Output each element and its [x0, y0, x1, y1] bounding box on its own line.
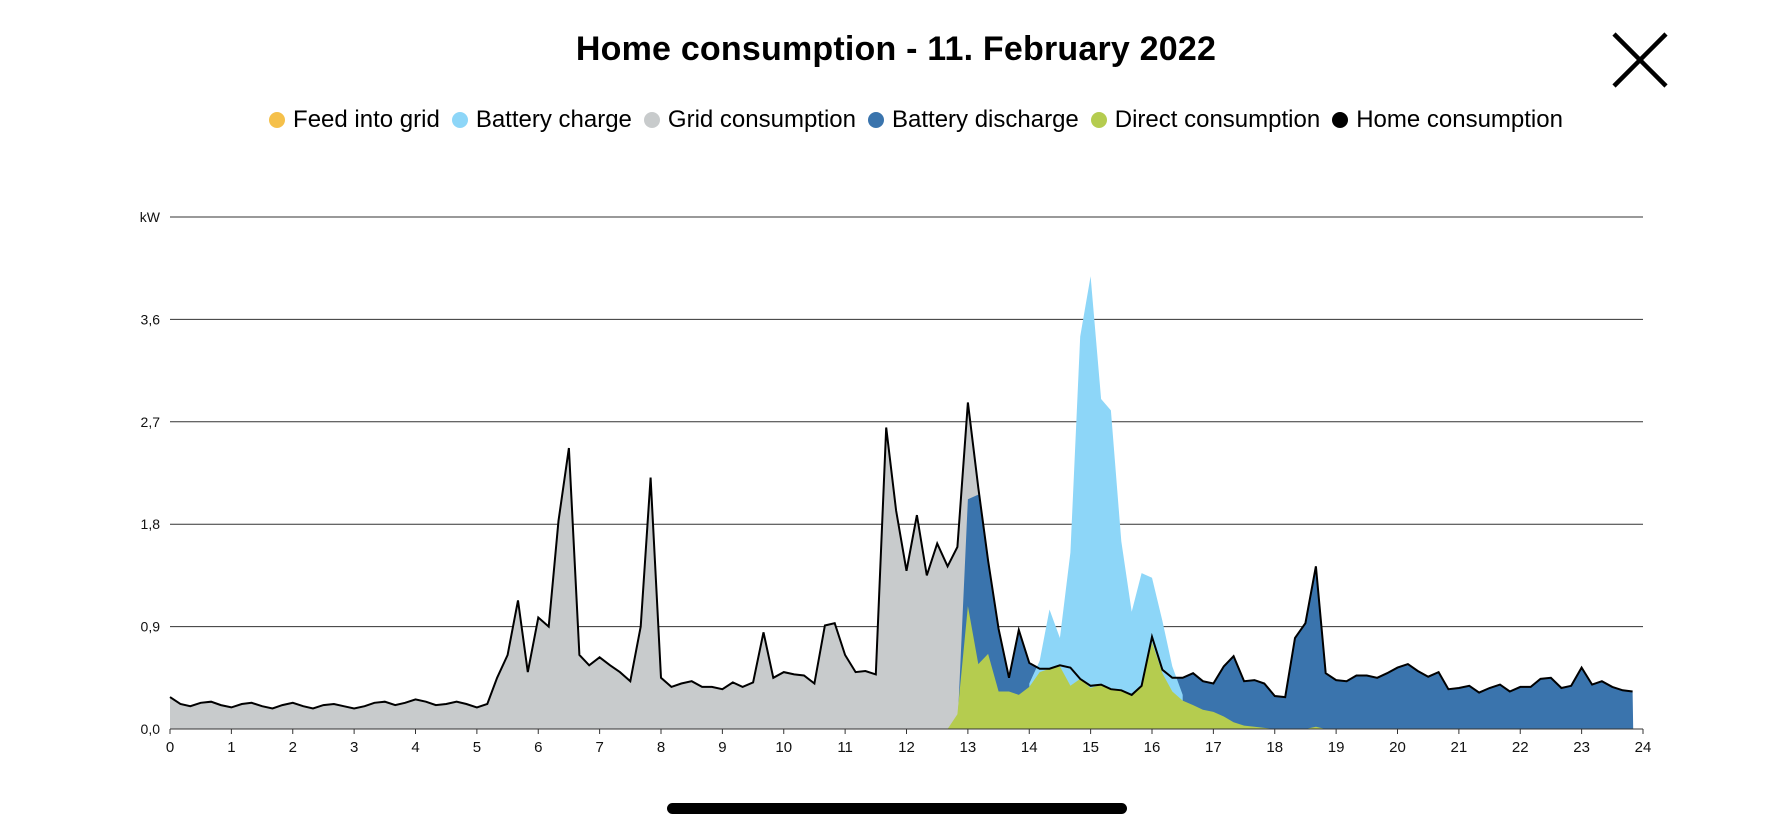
legend-dot-home [1332, 112, 1349, 128]
close-x-icon [1612, 32, 1668, 88]
x-tick-label: 24 [1635, 739, 1652, 756]
x-tick-label: 10 [775, 739, 792, 756]
legend-label-home: Home consumption [1356, 106, 1563, 133]
x-tick-label: 1 [227, 739, 235, 756]
y-tick-label: 3,6 [141, 311, 161, 327]
y-tick-label: kW [140, 209, 161, 225]
x-tick-label: 4 [411, 739, 419, 756]
x-tick-label: 7 [595, 739, 603, 756]
x-tick-label: 21 [1451, 739, 1468, 756]
legend-label-direct: Direct consumption [1114, 106, 1321, 133]
area-direct-consumption [947, 606, 1326, 729]
home-indicator[interactable] [667, 803, 1127, 814]
line-home-consumption [169, 402, 1633, 710]
chart-legend: Feed into grid Battery charge Grid consu… [0, 106, 1792, 134]
x-tick-label: 3 [350, 739, 358, 756]
x-tick-label: 19 [1328, 739, 1345, 756]
x-tick-label: 18 [1266, 739, 1283, 756]
legend-dot-direct [1090, 112, 1107, 128]
close-button[interactable] [1610, 30, 1670, 90]
legend-item-battery-charge[interactable]: Battery charge [451, 106, 632, 134]
legend-dot-grid [643, 112, 660, 128]
y-tick-label: 1,8 [141, 516, 161, 532]
legend-dot-battery-discharge [868, 112, 884, 128]
legend-dot-feed [269, 112, 286, 128]
x-tick-label: 9 [718, 739, 726, 756]
legend-item-feed[interactable]: Feed into grid [269, 106, 440, 134]
legend-label-battery-discharge: Battery discharge [892, 106, 1079, 133]
x-tick-label: 8 [657, 739, 665, 756]
x-tick-label: 14 [1021, 739, 1038, 756]
x-tick-label: 22 [1512, 739, 1529, 756]
legend-label-feed: Feed into grid [293, 106, 440, 133]
legend-item-home[interactable]: Home consumption [1332, 106, 1563, 134]
x-tick-label: 2 [289, 739, 297, 756]
area-battery-charge [1029, 276, 1183, 729]
x-tick-label: 15 [1082, 739, 1099, 756]
legend-label-battery-charge: Battery charge [475, 106, 632, 133]
legend-item-direct[interactable]: Direct consumption [1090, 106, 1321, 134]
x-tick-label: 6 [534, 739, 542, 756]
x-tick-label: 13 [960, 739, 977, 756]
legend-label-grid: Grid consumption [667, 106, 856, 133]
y-tick-label: 2,7 [141, 414, 161, 430]
x-tick-label: 5 [473, 739, 481, 756]
y-tick-label: 0,9 [141, 619, 161, 635]
page-title: Home consumption - 11. February 2022 [575, 30, 1217, 68]
x-tick-label: 17 [1205, 739, 1222, 756]
legend-item-grid[interactable]: Grid consumption [643, 106, 856, 134]
area-grid-consumption [170, 402, 1643, 729]
x-tick-label: 12 [898, 739, 915, 756]
y-tick-label: 0,0 [141, 721, 161, 737]
x-tick-label: 11 [837, 739, 853, 756]
x-tick-label: 0 [166, 739, 174, 756]
x-tick-label: 23 [1573, 739, 1590, 756]
legend-item-battery-discharge[interactable]: Battery discharge [868, 106, 1079, 134]
x-tick-label: 20 [1389, 739, 1406, 756]
legend-dot-battery-charge [451, 112, 468, 128]
x-tick-label: 16 [1144, 739, 1161, 756]
